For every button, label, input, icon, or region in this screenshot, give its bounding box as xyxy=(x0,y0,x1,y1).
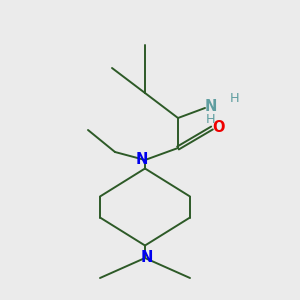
Text: O: O xyxy=(212,121,225,136)
Text: N: N xyxy=(135,152,148,167)
Text: N: N xyxy=(140,250,153,266)
Text: N: N xyxy=(204,99,217,114)
Text: H: H xyxy=(230,92,240,104)
Text: H: H xyxy=(206,113,215,126)
